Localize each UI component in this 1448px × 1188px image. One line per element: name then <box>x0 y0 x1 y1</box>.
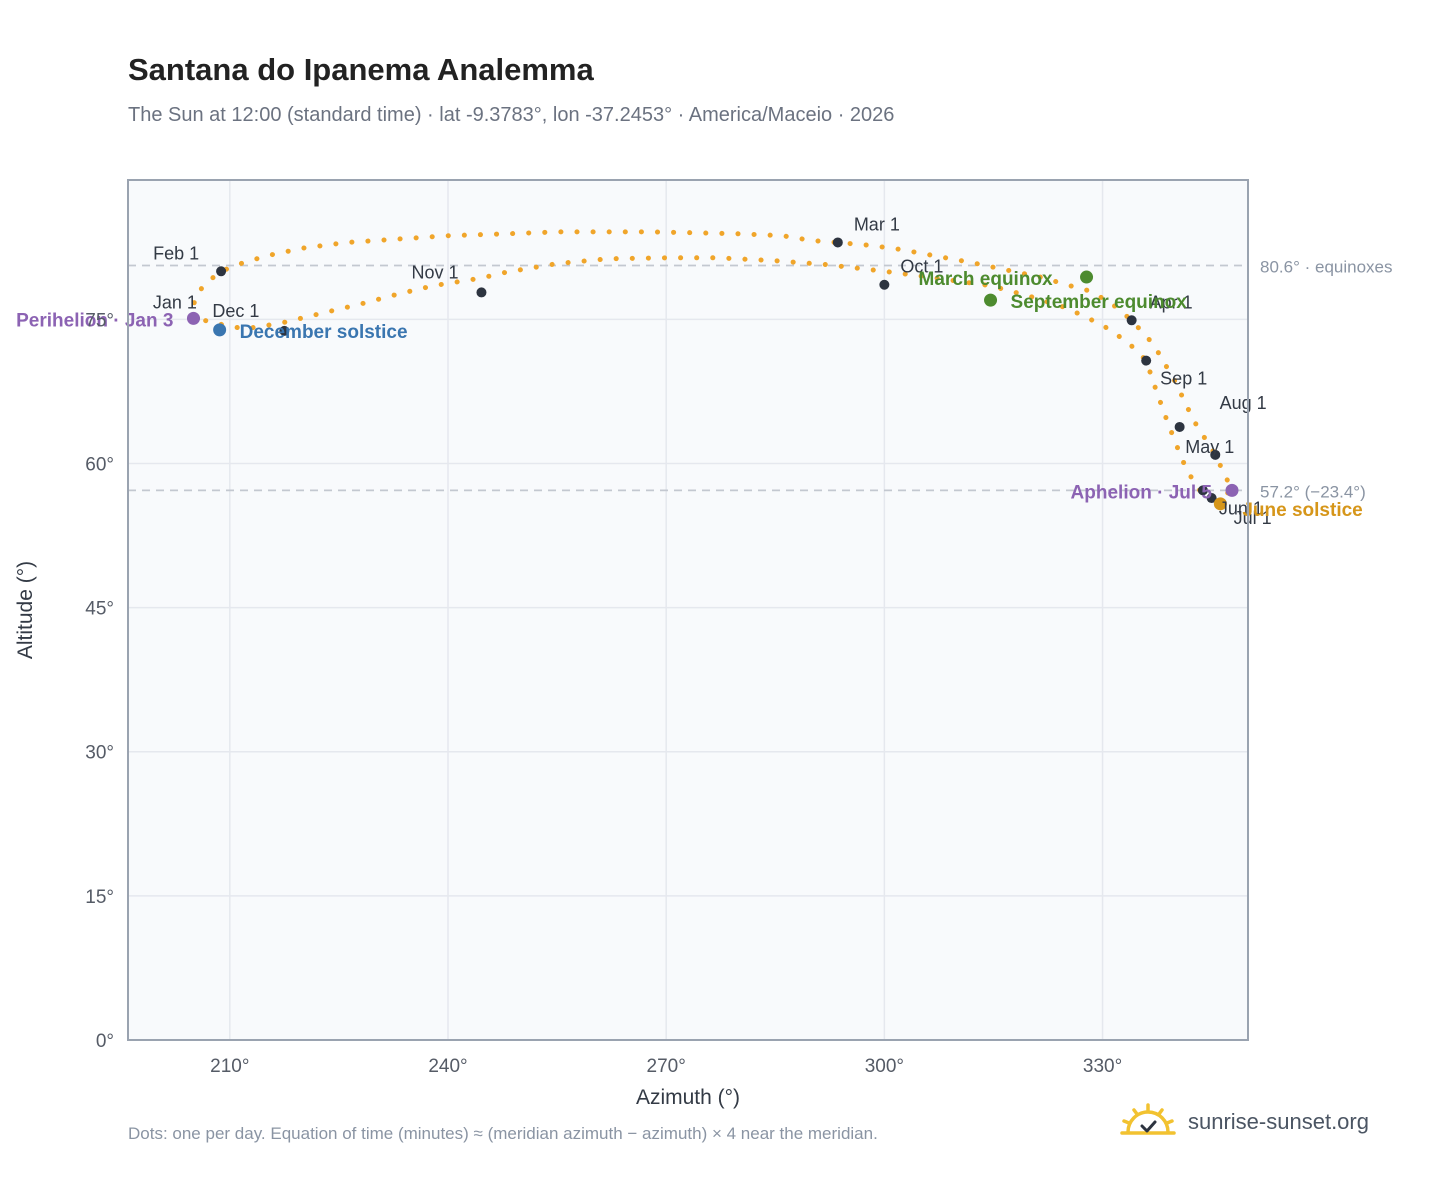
y-tick-label: 30° <box>85 743 114 764</box>
month-label: Jan 1 <box>153 292 197 312</box>
event-label: March equinox <box>919 269 1054 290</box>
event-label: December solstice <box>240 322 408 343</box>
month-label: Sep 1 <box>1160 369 1207 389</box>
month-label: Jun 1 <box>1219 498 1263 518</box>
month-label: Nov 1 <box>411 262 458 282</box>
x-axis-label: Azimuth (°) <box>636 1086 740 1109</box>
y-tick-label: 75° <box>85 310 114 331</box>
month-label: Aug 1 <box>1220 393 1267 413</box>
plot-area <box>128 180 1248 1040</box>
month-marker <box>279 325 290 336</box>
event-label: Perihelion · Jan 3 <box>16 310 173 331</box>
x-tick-label: 330° <box>1083 1056 1122 1077</box>
plot-frame <box>127 179 1249 1041</box>
month-marker <box>1197 485 1208 496</box>
month-marker <box>1206 493 1217 504</box>
month-marker <box>476 287 487 298</box>
chart-title: Santana do Ipanema Analemma <box>128 52 594 87</box>
chart-footnote: Dots: one per day. Equation of time (min… <box>128 1124 878 1143</box>
month-marker <box>1141 355 1152 366</box>
event-marker <box>213 323 227 337</box>
month-label: Feb 1 <box>153 243 199 263</box>
event-label: June solstice <box>1242 500 1362 521</box>
month-marker <box>1126 315 1137 326</box>
month-label: Apr 1 <box>1150 292 1193 312</box>
event-marker <box>1213 497 1227 511</box>
y-tick-label: 0° <box>96 1031 114 1052</box>
reference-line-label: 57.2° (−23.4°) <box>1260 482 1366 501</box>
y-tick-label: 45° <box>85 599 114 620</box>
month-label: Dec 1 <box>212 301 259 321</box>
month-marker <box>879 279 890 290</box>
month-marker <box>1174 421 1185 432</box>
x-tick-label: 240° <box>428 1056 467 1077</box>
y-axis-label: Altitude (°) <box>14 561 37 659</box>
month-label: May 1 <box>1185 437 1234 457</box>
x-tick-label: 270° <box>647 1056 686 1077</box>
y-tick-label: 60° <box>85 454 114 475</box>
x-tick-label: 210° <box>210 1056 249 1077</box>
y-tick-label: 15° <box>85 887 114 908</box>
reference-line-label: 80.6° · equinoxes <box>1260 258 1393 277</box>
x-tick-label: 300° <box>865 1056 904 1077</box>
event-label: Aphelion · Jul 5 <box>1071 482 1213 503</box>
event-marker <box>984 293 998 307</box>
month-marker <box>1210 449 1221 460</box>
sun-logo-icon <box>1120 1103 1176 1135</box>
event-marker <box>186 311 200 325</box>
chart-subtitle: The Sun at 12:00 (standard time) · lat -… <box>128 104 895 126</box>
month-label: Mar 1 <box>854 214 900 234</box>
brand-logo: sunrise-sunset.org <box>1120 1102 1369 1142</box>
month-label: Jul 1 <box>1234 508 1272 528</box>
event-marker <box>1225 483 1239 497</box>
event-marker <box>1080 270 1094 284</box>
brand-name: sunrise-sunset.org <box>1188 1109 1369 1134</box>
event-label: September equinox <box>1011 292 1188 313</box>
month-marker <box>832 237 843 248</box>
month-marker <box>216 266 227 277</box>
analemma-path <box>190 229 1235 502</box>
month-label: Oct 1 <box>900 257 943 277</box>
